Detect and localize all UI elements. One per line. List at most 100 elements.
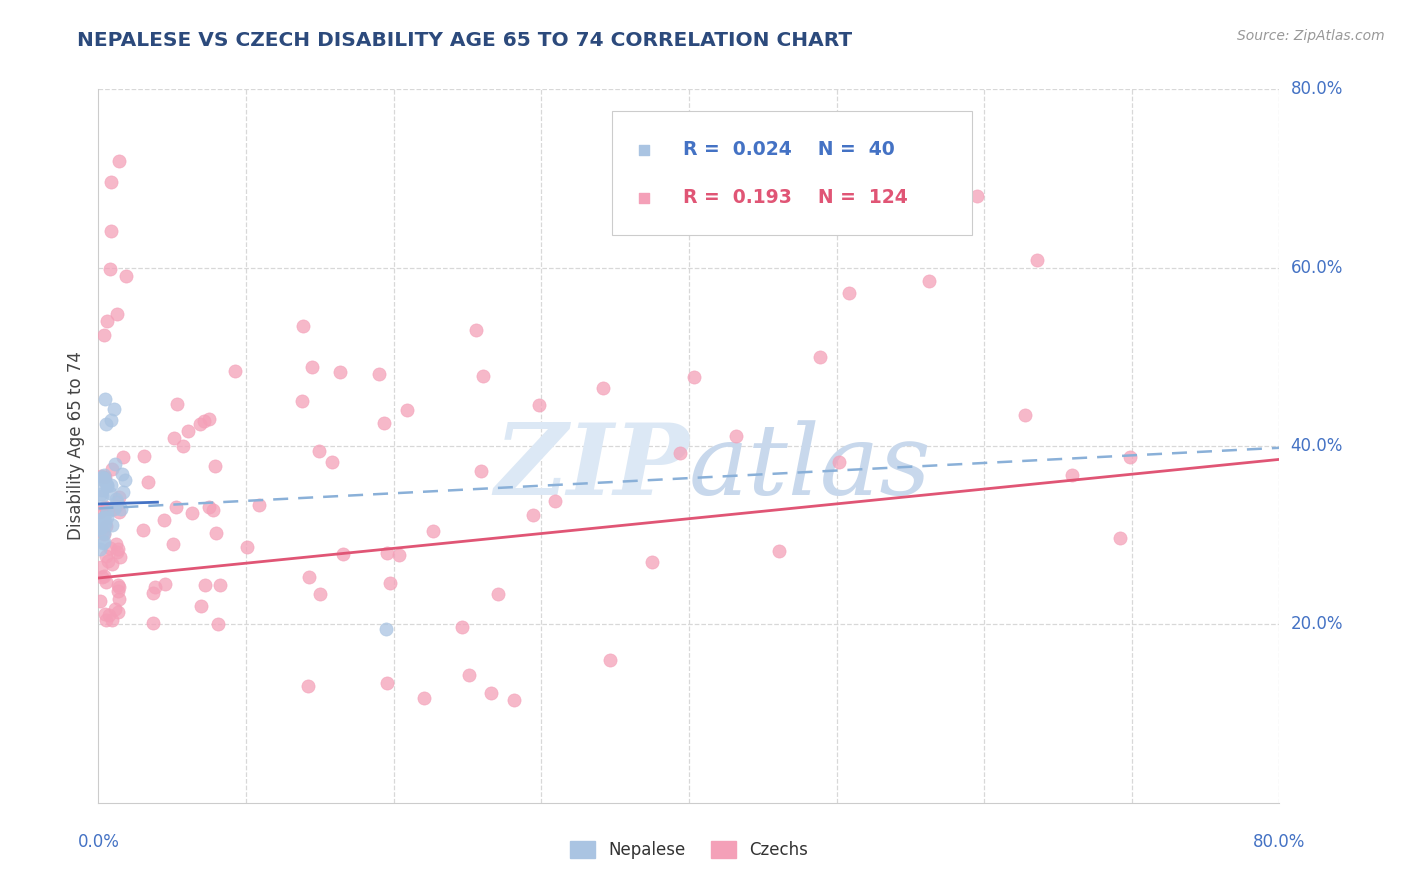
Point [142,586,165,600]
Text: atlas: atlas [689,420,932,515]
Point [198,412,221,426]
Point [105,306,128,320]
Point [838,285,860,300]
Point [96,575,118,590]
Point [90,483,112,498]
Point [522,508,544,522]
Point [98,541,121,555]
Point [413,690,436,705]
Point [207,616,229,631]
Point [375,546,398,560]
Point [90,487,112,501]
Point [89,505,111,519]
Point [479,686,502,700]
Point [166,397,188,411]
Text: Source: ZipAtlas.com: Source: ZipAtlas.com [1237,29,1385,43]
Text: NEPALESE VS CZECH DISABILITY AGE 65 TO 74 CORRELATION CHART: NEPALESE VS CZECH DISABILITY AGE 65 TO 7… [77,31,852,50]
Point [177,424,200,438]
Point [828,455,851,469]
Point [93,510,115,524]
Point [107,577,129,591]
Point [91,512,114,526]
Point [96,479,118,493]
Point [96,478,118,492]
Point [291,318,314,333]
Point [224,363,246,377]
Point [205,525,228,540]
Point [93,526,115,541]
Point [94,607,117,621]
Text: 20.0%: 20.0% [1291,615,1343,633]
Point [470,464,492,478]
Point [91,570,114,584]
Point [90,468,112,483]
Point [111,485,134,500]
Point [669,446,692,460]
Point [91,535,114,549]
Point [98,262,121,277]
Point [188,417,211,431]
Point [388,548,411,562]
Point [101,517,124,532]
Point [108,549,131,564]
Point [375,622,398,636]
Point [103,401,125,416]
Point [111,467,134,481]
Point [422,524,444,538]
Point [725,429,748,443]
Point [94,549,117,563]
Point [321,455,343,469]
Point [114,268,136,283]
Point [91,489,114,503]
Point [94,515,117,529]
Point [329,366,352,380]
Point [105,500,128,514]
Point [89,593,111,607]
Point [458,668,481,682]
Point [98,486,121,500]
Point [100,478,122,492]
Point [236,540,259,554]
Text: 80.0%: 80.0% [1291,80,1343,98]
Point [1108,531,1130,545]
Point [301,359,323,374]
Point [96,417,118,432]
Point [181,506,204,520]
Point [918,274,941,288]
Point [93,474,115,488]
Point [108,580,131,594]
Text: 40.0%: 40.0% [1291,437,1343,455]
Point [93,328,115,343]
Point [93,568,115,582]
Point [93,470,115,484]
Point [543,494,565,508]
Point [291,393,314,408]
Point [94,500,117,514]
Point [1119,450,1142,464]
Y-axis label: Disability Age 65 to 74: Disability Age 65 to 74 [66,351,84,541]
Point [114,473,136,487]
Point [1025,252,1047,267]
Point [94,392,117,406]
Point [93,467,115,482]
Point [89,521,111,535]
Text: 0.0%: 0.0% [77,833,120,851]
Point [190,599,212,613]
Point [1062,468,1084,483]
Point [93,525,115,540]
Point [592,381,614,395]
Point [163,431,186,445]
Point [90,470,112,484]
Point [101,613,124,627]
FancyBboxPatch shape [612,111,973,235]
Point [165,500,187,515]
Point [201,503,224,517]
Point [308,444,330,458]
Point [100,413,122,427]
Point [309,587,332,601]
Point [768,544,790,558]
Point [91,524,114,539]
Point [107,583,129,598]
Point [104,491,127,506]
Point [451,619,474,633]
